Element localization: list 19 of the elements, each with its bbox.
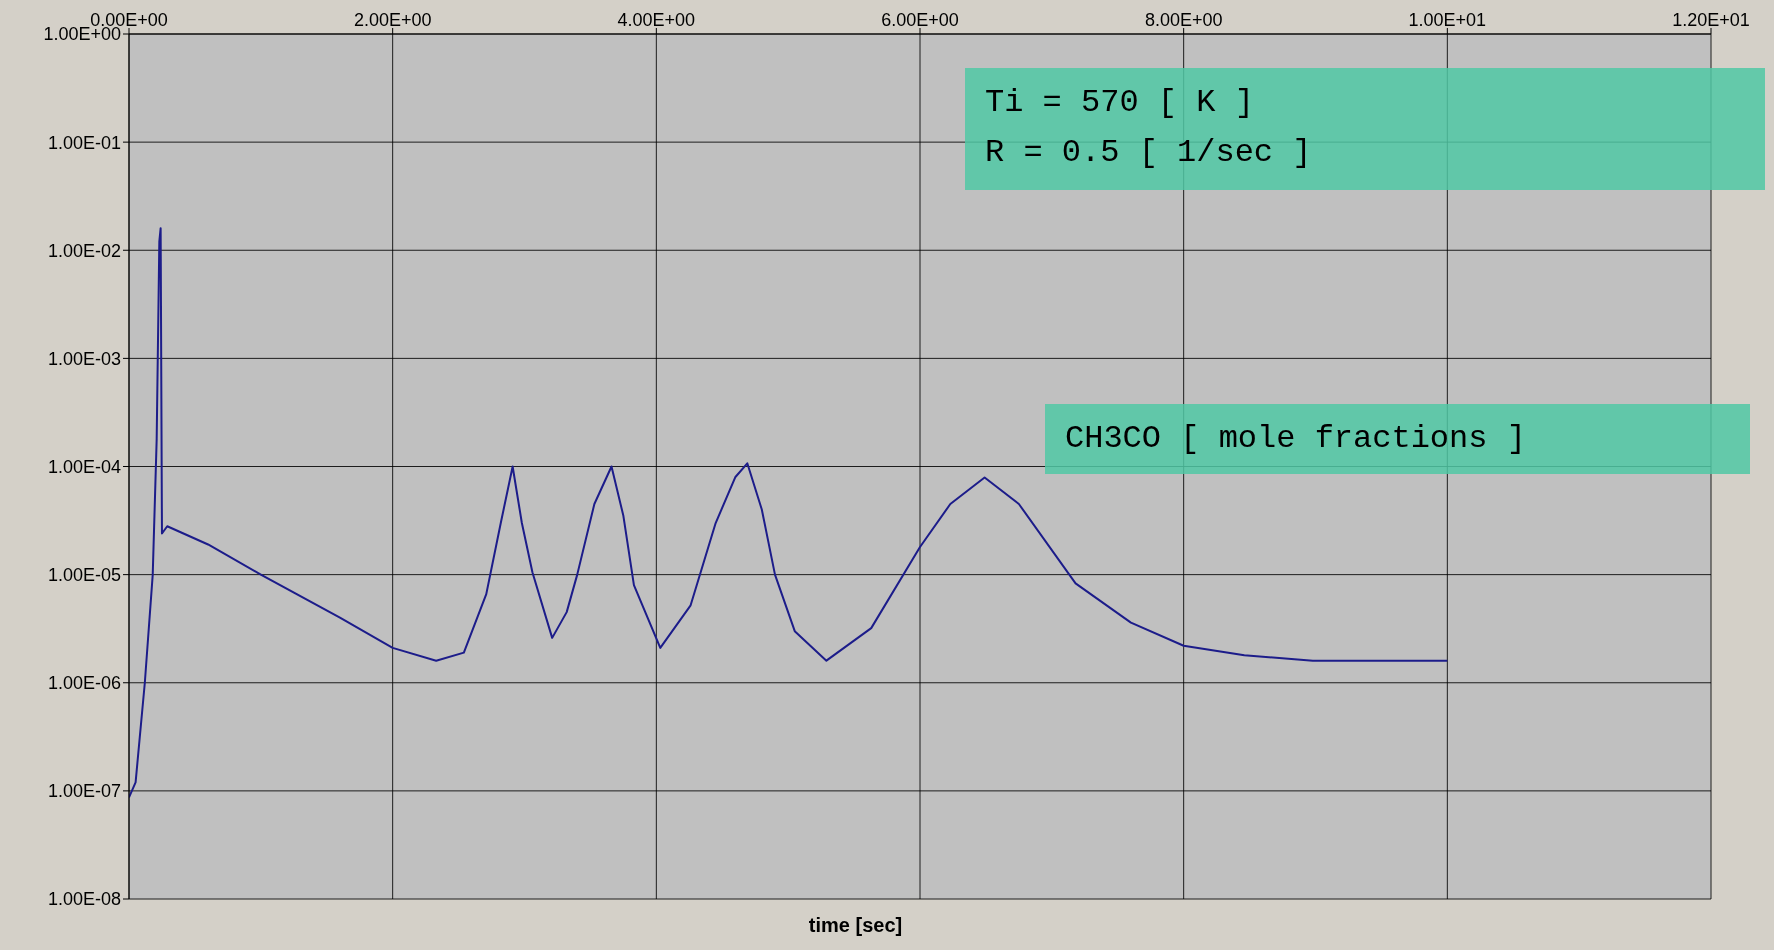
x-tick-label: 6.00E+00 [881,10,959,30]
note-box: Ti = 570 [ K ] R = 0.5 [ 1/sec ] [965,68,1765,190]
x-tick-label: 1.20E+01 [1672,10,1750,30]
annotation: Ti = 570 [ K ] [985,83,1255,123]
note-box: CH3CO [ mole fractions ] [1045,404,1750,474]
y-tick-label: 1.00E-08 [47,889,121,910]
y-tick-label: 1.00E-07 [47,781,121,802]
x-tick-label: 8.00E+00 [1144,10,1223,30]
y-tick-label: 1.00E-03 [47,348,121,369]
y-tick-label: 1.00E-04 [47,456,121,477]
x-tick-label: 2.00E+00 [353,10,432,30]
annotation: R = 0.5 [ 1/sec ] [985,133,1313,173]
x-axis-title: time [sec] [807,914,904,937]
y-tick-label: 1.00E-01 [47,132,121,153]
x-tick-label: 4.00E+00 [617,10,696,30]
y-tick-label: 1.00E-06 [47,673,121,694]
x-tick-label: 1.00E+01 [1408,10,1487,30]
y-tick-label: 1.00E-02 [47,240,121,261]
y-tick-label: 1.00E-05 [47,565,121,586]
